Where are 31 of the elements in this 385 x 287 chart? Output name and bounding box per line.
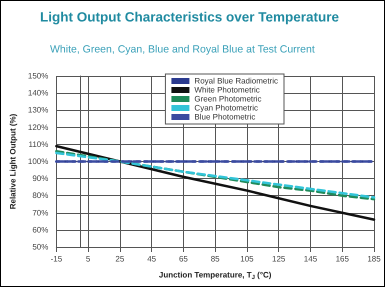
x-tick-label: -15 — [50, 254, 63, 264]
legend-label: Green Photometric — [194, 94, 262, 104]
y-tick-label: 80% — [32, 191, 48, 200]
y-tick-label: 150% — [28, 72, 48, 80]
x-tick-label: 85 — [210, 254, 220, 264]
x-tick-label: 105 — [240, 254, 254, 264]
x-tick-label: 125 — [272, 254, 286, 264]
y-tick-label: 70% — [32, 208, 48, 218]
x-tick-label: 5 — [86, 254, 91, 264]
y-axis-title: Relative Light Output (%) — [8, 113, 18, 210]
y-tick-label: 100% — [28, 157, 48, 166]
legend-label: Royal Blue Radiometric — [194, 76, 278, 86]
y-tick-label: 130% — [28, 106, 48, 115]
x-tick-label: 145 — [304, 254, 318, 264]
legend-label: Cyan Photometric — [194, 104, 258, 112]
x-tick-label: 65 — [178, 254, 188, 264]
y-tick-label: 90% — [32, 174, 48, 184]
x-tick-label: 45 — [147, 254, 157, 264]
y-tick-label: 110% — [28, 140, 48, 149]
line-series — [55, 144, 376, 221]
x-tick-label: 165 — [336, 254, 350, 264]
legend-label: White Photometric — [194, 86, 260, 94]
y-tick-label: 140% — [28, 88, 48, 98]
legend-label: Blue Photometric — [194, 112, 256, 122]
x-tick-label: 25 — [115, 254, 125, 264]
y-tick-label: 120% — [28, 122, 48, 132]
chart-title: Light Output Characteristics over Temperature — [40, 10, 340, 24]
x-tick-label: 185 — [367, 254, 382, 264]
y-tick-label: 60% — [32, 225, 48, 234]
chart-subtitle: White, Green, Cyan, Blue and Royal Blue at Test Current — [50, 44, 315, 56]
y-tick-label: 50% — [32, 242, 48, 252]
